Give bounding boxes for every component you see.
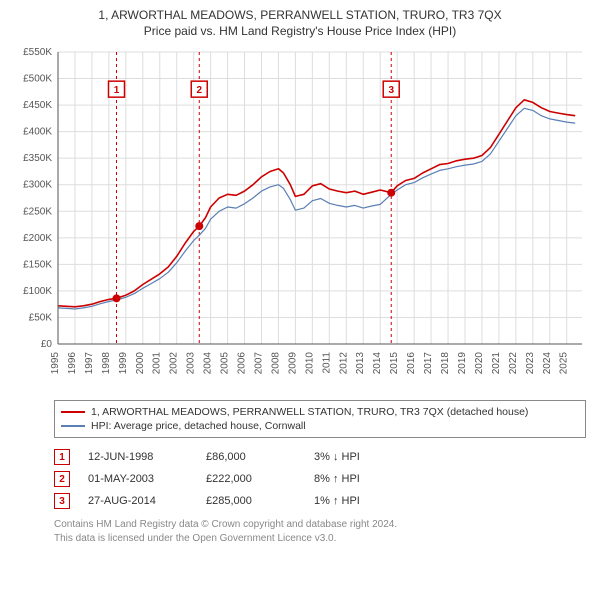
svg-text:1996: 1996 bbox=[67, 352, 78, 375]
svg-text:2017: 2017 bbox=[423, 352, 434, 375]
svg-text:2011: 2011 bbox=[321, 352, 332, 374]
svg-text:2: 2 bbox=[196, 85, 202, 96]
legend-swatch bbox=[61, 425, 85, 427]
svg-text:2015: 2015 bbox=[389, 352, 400, 375]
footer-attribution: Contains HM Land Registry data © Crown c… bbox=[54, 518, 586, 545]
sale-price: £222,000 bbox=[206, 473, 296, 485]
sale-row: 3 27-AUG-2014 £285,000 1% ↑ HPI bbox=[54, 490, 586, 512]
svg-text:£100K: £100K bbox=[23, 286, 52, 297]
svg-text:1995: 1995 bbox=[50, 352, 61, 375]
svg-text:£300K: £300K bbox=[23, 180, 52, 191]
svg-text:2020: 2020 bbox=[474, 352, 485, 375]
legend-row: HPI: Average price, detached house, Corn… bbox=[61, 419, 579, 433]
svg-text:2002: 2002 bbox=[169, 352, 180, 375]
svg-text:2009: 2009 bbox=[287, 352, 298, 375]
chart-area: £0 £50K £100K £150K £200K £250K £300K £350K £400… bbox=[10, 44, 590, 394]
svg-text:2000: 2000 bbox=[135, 352, 146, 375]
sale-row: 1 12-JUN-1998 £86,000 3% ↓ HPI bbox=[54, 446, 586, 468]
svg-text:2023: 2023 bbox=[525, 352, 536, 375]
legend-row: 1, ARWORTHAL MEADOWS, PERRANWELL STATION… bbox=[61, 405, 579, 419]
svg-text:1999: 1999 bbox=[118, 352, 129, 375]
sale-price: £86,000 bbox=[206, 451, 296, 463]
sale-row: 2 01-MAY-2003 £222,000 8% ↑ HPI bbox=[54, 468, 586, 490]
sale-hpi-diff: 3% ↓ HPI bbox=[314, 451, 414, 463]
sale-date: 01-MAY-2003 bbox=[88, 473, 188, 485]
svg-text:2021: 2021 bbox=[491, 352, 502, 375]
title-address: 1, ARWORTHAL MEADOWS, PERRANWELL STATION… bbox=[10, 8, 590, 22]
svg-text:2006: 2006 bbox=[237, 352, 248, 375]
legend-label: HPI: Average price, detached house, Corn… bbox=[91, 420, 306, 432]
svg-text:2022: 2022 bbox=[508, 352, 519, 375]
sale-marker-box: 2 bbox=[54, 471, 70, 487]
sale-hpi-diff: 1% ↑ HPI bbox=[314, 495, 414, 507]
sale-hpi-diff: 8% ↑ HPI bbox=[314, 473, 414, 485]
svg-text:2019: 2019 bbox=[457, 352, 468, 375]
footer-line2: This data is licensed under the Open Gov… bbox=[54, 532, 586, 546]
svg-text:£400K: £400K bbox=[23, 127, 52, 138]
title-block: 1, ARWORTHAL MEADOWS, PERRANWELL STATION… bbox=[10, 8, 590, 38]
sale-date: 27-AUG-2014 bbox=[88, 495, 188, 507]
svg-text:£0: £0 bbox=[41, 339, 53, 350]
svg-text:£550K: £550K bbox=[23, 47, 52, 58]
svg-text:£500K: £500K bbox=[23, 74, 52, 85]
line-chart-svg: £0 £50K £100K £150K £200K £250K £300K £350K £400… bbox=[10, 44, 590, 394]
sale-marker-box: 1 bbox=[54, 449, 70, 465]
svg-text:2010: 2010 bbox=[304, 352, 315, 375]
svg-text:2003: 2003 bbox=[186, 352, 197, 375]
svg-text:2014: 2014 bbox=[372, 352, 383, 375]
svg-text:2024: 2024 bbox=[542, 352, 553, 375]
sale-price: £285,000 bbox=[206, 495, 296, 507]
svg-text:1997: 1997 bbox=[84, 352, 95, 375]
sales-table: 1 12-JUN-1998 £86,000 3% ↓ HPI 2 01-MAY-2003 £… bbox=[54, 446, 586, 512]
sale-marker-box: 3 bbox=[54, 493, 70, 509]
svg-text:£150K: £150K bbox=[23, 259, 52, 270]
svg-text:£350K: £350K bbox=[23, 153, 52, 164]
svg-text:2016: 2016 bbox=[406, 352, 417, 375]
svg-text:2005: 2005 bbox=[220, 352, 231, 375]
svg-text:2007: 2007 bbox=[253, 352, 264, 375]
footer-line1: Contains HM Land Registry data © Crown c… bbox=[54, 518, 586, 532]
title-subtitle: Price paid vs. HM Land Registry's House … bbox=[10, 24, 590, 38]
svg-text:£200K: £200K bbox=[23, 233, 52, 244]
svg-text:2004: 2004 bbox=[203, 352, 214, 375]
sale-date: 12-JUN-1998 bbox=[88, 451, 188, 463]
svg-text:2018: 2018 bbox=[440, 352, 451, 375]
legend-label: 1, ARWORTHAL MEADOWS, PERRANWELL STATION… bbox=[91, 406, 528, 418]
svg-text:£250K: £250K bbox=[23, 206, 52, 217]
svg-text:2025: 2025 bbox=[559, 352, 570, 375]
legend-swatch bbox=[61, 411, 85, 413]
svg-text:1: 1 bbox=[114, 85, 120, 96]
svg-text:1998: 1998 bbox=[101, 352, 112, 375]
legend-box: 1, ARWORTHAL MEADOWS, PERRANWELL STATION… bbox=[54, 400, 586, 438]
svg-text:2008: 2008 bbox=[270, 352, 281, 375]
svg-text:3: 3 bbox=[388, 85, 394, 96]
svg-text:£450K: £450K bbox=[23, 100, 52, 111]
svg-text:2013: 2013 bbox=[355, 352, 366, 375]
chart-container: 1, ARWORTHAL MEADOWS, PERRANWELL STATION… bbox=[0, 0, 600, 551]
svg-text:2001: 2001 bbox=[152, 352, 163, 375]
svg-text:£50K: £50K bbox=[29, 312, 53, 323]
svg-text:2012: 2012 bbox=[338, 352, 349, 375]
